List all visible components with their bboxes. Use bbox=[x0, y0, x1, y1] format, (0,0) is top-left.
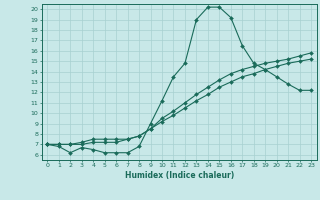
X-axis label: Humidex (Indice chaleur): Humidex (Indice chaleur) bbox=[124, 171, 234, 180]
